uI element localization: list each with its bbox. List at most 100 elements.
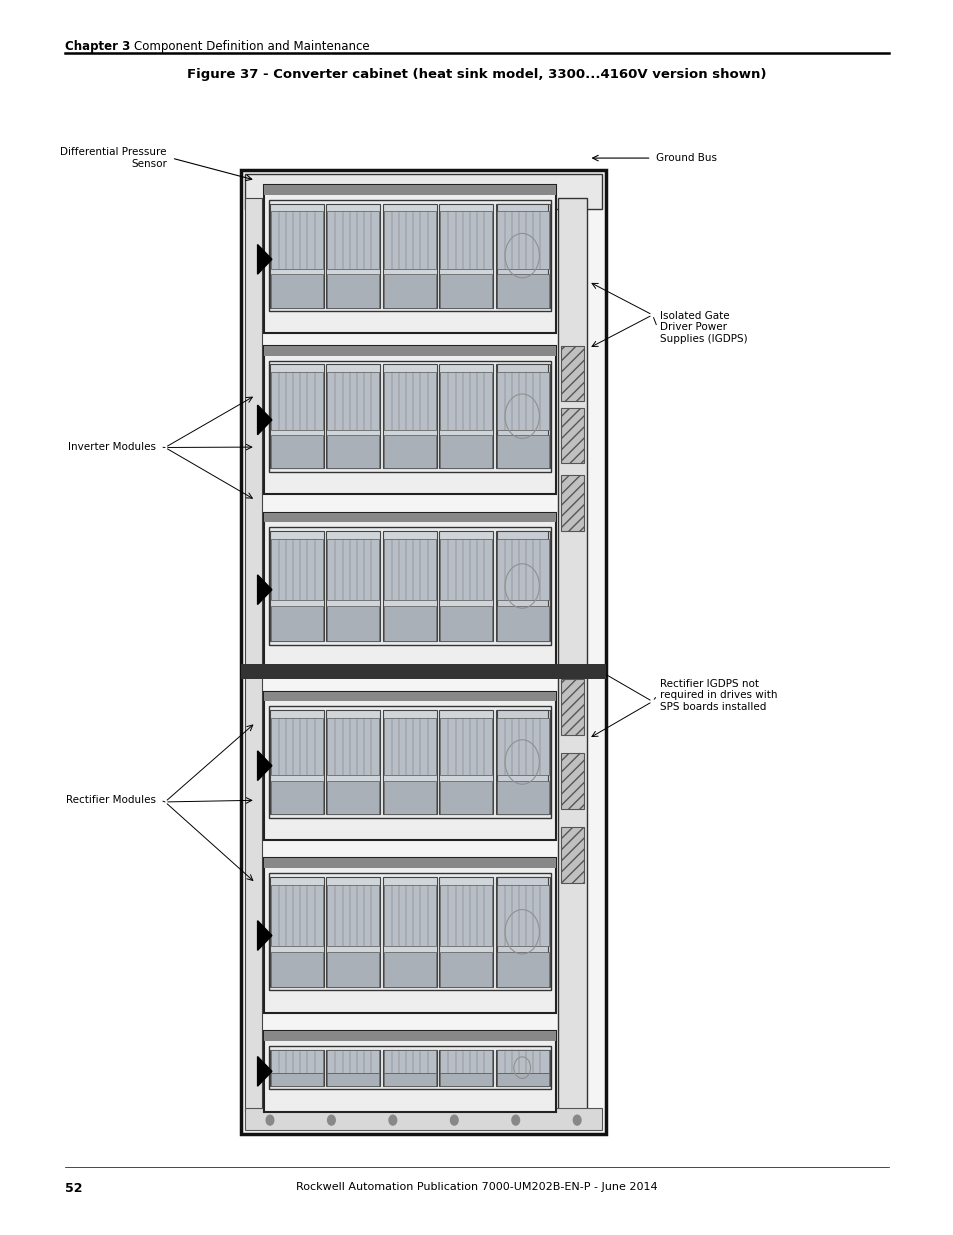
Bar	[271, 538, 322, 600]
Bar	[264, 858, 556, 1013]
Bar	[327, 1050, 378, 1073]
Bar	[496, 877, 549, 987]
Bar	[496, 204, 549, 308]
Bar	[245, 1108, 601, 1130]
Text: Inverter Modules: Inverter Modules	[68, 442, 155, 452]
Bar	[497, 372, 548, 430]
Text: Differential Pressure
Sensor: Differential Pressure Sensor	[60, 147, 167, 169]
Bar	[327, 211, 378, 269]
Bar	[326, 364, 379, 468]
Bar	[271, 211, 322, 269]
Bar	[560, 753, 583, 809]
Bar	[560, 346, 583, 401]
Polygon shape	[257, 405, 272, 435]
Bar	[264, 185, 556, 333]
Bar	[271, 1050, 322, 1073]
Text: Ground Bus: Ground Bus	[656, 153, 717, 163]
Bar	[271, 372, 322, 430]
Bar	[560, 475, 583, 531]
Bar	[560, 827, 583, 883]
Bar	[245, 174, 601, 209]
Bar	[560, 408, 583, 463]
Bar	[326, 710, 379, 814]
Bar	[264, 858, 556, 868]
Text: Isolated Gate
Driver Power
Supplies (IGDPS): Isolated Gate Driver Power Supplies (IGD…	[659, 311, 747, 343]
Bar	[326, 531, 379, 641]
Bar	[382, 364, 436, 468]
Bar	[270, 531, 323, 641]
Text: Component Definition and Maintenance: Component Definition and Maintenance	[119, 40, 370, 53]
Bar	[269, 527, 551, 645]
Circle shape	[450, 1115, 457, 1125]
Bar	[497, 605, 548, 641]
Bar	[383, 211, 436, 269]
Bar	[271, 274, 322, 308]
Bar	[440, 951, 492, 987]
Bar	[264, 1031, 556, 1041]
Bar	[264, 513, 556, 667]
Bar	[269, 873, 551, 990]
Text: Rectifier Modules: Rectifier Modules	[66, 795, 155, 805]
Bar	[271, 1072, 322, 1086]
Bar	[497, 718, 548, 776]
Bar	[440, 538, 492, 600]
Text: Rockwell Automation Publication 7000-UM202B-EN-P - June 2014: Rockwell Automation Publication 7000-UM2…	[295, 1182, 658, 1192]
Polygon shape	[257, 921, 272, 951]
Bar	[382, 1050, 436, 1086]
Bar	[439, 204, 493, 308]
Bar	[269, 361, 551, 472]
Polygon shape	[257, 751, 272, 781]
Bar	[383, 951, 436, 987]
Bar	[496, 1050, 549, 1086]
Bar	[497, 951, 548, 987]
Text: Figure 37 - Converter cabinet (heat sink model, 3300...4160V version shown): Figure 37 - Converter cabinet (heat sink…	[187, 68, 766, 82]
Bar	[440, 884, 492, 946]
Bar	[264, 346, 556, 494]
Bar	[383, 718, 436, 776]
Bar	[241, 664, 605, 679]
Bar	[496, 531, 549, 641]
Bar	[269, 200, 551, 311]
Bar	[497, 274, 548, 308]
Polygon shape	[257, 1057, 272, 1087]
Bar	[382, 877, 436, 987]
Bar	[440, 605, 492, 641]
Bar	[440, 274, 492, 308]
Bar	[271, 435, 322, 468]
Bar	[383, 435, 436, 468]
Bar	[440, 435, 492, 468]
Bar	[383, 781, 436, 814]
Bar	[271, 884, 322, 946]
Polygon shape	[257, 245, 272, 274]
Bar	[327, 372, 378, 430]
Bar	[440, 372, 492, 430]
Bar	[496, 364, 549, 468]
Bar	[326, 204, 379, 308]
Bar	[440, 718, 492, 776]
Polygon shape	[257, 576, 272, 605]
Bar	[327, 1072, 378, 1086]
Bar	[326, 1050, 379, 1086]
Bar	[497, 531, 547, 641]
Bar	[327, 274, 378, 308]
Bar	[264, 346, 556, 356]
Bar	[383, 884, 436, 946]
Bar	[440, 781, 492, 814]
Bar	[439, 531, 493, 641]
Bar	[241, 170, 605, 1134]
Bar	[497, 435, 548, 468]
Text: Rectifier IGDPS not
required in drives with
SPS boards installed: Rectifier IGDPS not required in drives w…	[659, 679, 777, 711]
Bar	[271, 781, 322, 814]
Bar	[497, 211, 548, 269]
Bar	[327, 781, 378, 814]
Bar	[560, 679, 583, 735]
Bar	[327, 884, 378, 946]
Bar	[264, 513, 556, 522]
Bar	[264, 1031, 556, 1112]
Bar	[497, 781, 548, 814]
Bar	[383, 605, 436, 641]
Bar	[439, 1050, 493, 1086]
Bar	[383, 538, 436, 600]
Bar	[383, 372, 436, 430]
Bar	[271, 605, 322, 641]
